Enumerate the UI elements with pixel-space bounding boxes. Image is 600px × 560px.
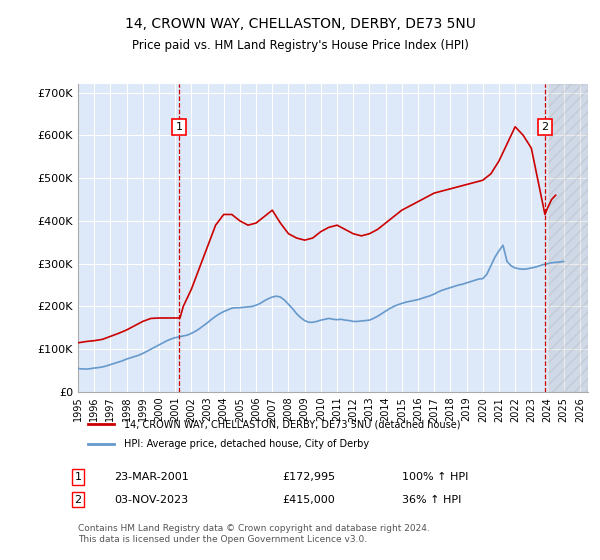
Text: 23-MAR-2001: 23-MAR-2001 (114, 472, 189, 482)
Text: 2: 2 (541, 122, 548, 132)
Text: This data is licensed under the Open Government Licence v3.0.: This data is licensed under the Open Gov… (78, 535, 367, 544)
Text: £415,000: £415,000 (282, 494, 335, 505)
Text: 14, CROWN WAY, CHELLASTON, DERBY, DE73 5NU: 14, CROWN WAY, CHELLASTON, DERBY, DE73 5… (125, 17, 475, 31)
Text: 36% ↑ HPI: 36% ↑ HPI (402, 494, 461, 505)
Text: 03-NOV-2023: 03-NOV-2023 (114, 494, 188, 505)
Text: 2: 2 (74, 494, 82, 505)
Text: Price paid vs. HM Land Registry's House Price Index (HPI): Price paid vs. HM Land Registry's House … (131, 39, 469, 52)
Text: £172,995: £172,995 (282, 472, 335, 482)
Text: 100% ↑ HPI: 100% ↑ HPI (402, 472, 469, 482)
Text: Contains HM Land Registry data © Crown copyright and database right 2024.: Contains HM Land Registry data © Crown c… (78, 524, 430, 533)
Text: 1: 1 (74, 472, 82, 482)
Text: 14, CROWN WAY, CHELLASTON, DERBY, DE73 5NU (detached house): 14, CROWN WAY, CHELLASTON, DERBY, DE73 5… (124, 419, 460, 429)
Text: HPI: Average price, detached house, City of Derby: HPI: Average price, detached house, City… (124, 439, 369, 449)
Bar (548, 84, 588, 392)
Text: 1: 1 (175, 122, 182, 132)
